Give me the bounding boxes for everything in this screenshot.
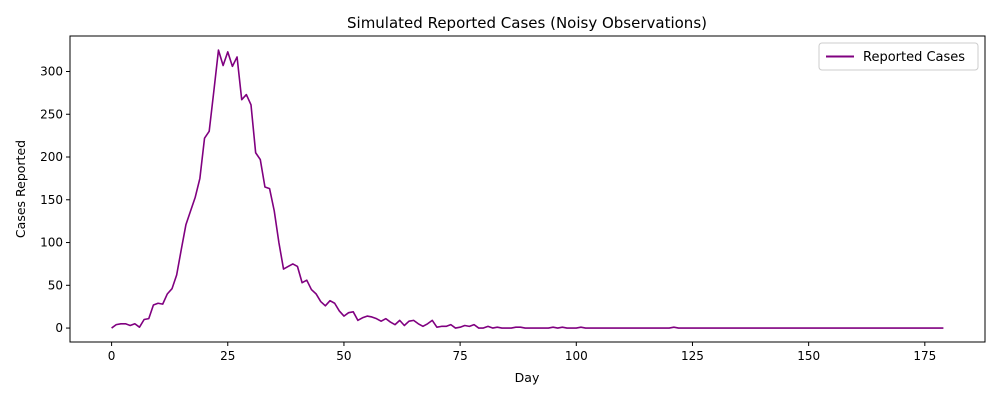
x-tick-label: 75	[452, 349, 467, 363]
plot-frame	[69, 35, 986, 343]
x-tick-label: 150	[797, 349, 820, 363]
x-axis-label: Day	[515, 370, 540, 385]
legend: Reported Cases	[818, 42, 979, 71]
y-tick-label: 50	[48, 278, 63, 292]
y-axis: 0 50 100 150 200 250 300	[40, 64, 70, 335]
y-axis-label: Cases Reported	[13, 140, 28, 238]
y-tick-label: 0	[55, 321, 63, 335]
legend-label: Reported Cases	[863, 50, 965, 65]
series-line-0	[111, 49, 944, 329]
x-tick-label: 50	[336, 349, 351, 363]
x-tick-label: 100	[565, 349, 588, 363]
y-tick-label: 300	[40, 64, 63, 78]
y-tick-label: 150	[40, 193, 63, 207]
y-tick-label: 200	[40, 150, 63, 164]
legend-box	[818, 42, 979, 71]
x-tick-label: 175	[913, 349, 936, 363]
x-axis: 0 25 50 75 100 125 150 175	[108, 342, 936, 363]
y-tick-label: 100	[40, 236, 63, 250]
series-layer	[111, 49, 944, 329]
y-tick-label: 250	[40, 107, 63, 121]
x-tick-label: 125	[681, 349, 704, 363]
x-tick-label: 0	[108, 349, 116, 363]
chart-title: Simulated Reported Cases (Noisy Observat…	[347, 14, 707, 32]
x-tick-label: 25	[220, 349, 235, 363]
